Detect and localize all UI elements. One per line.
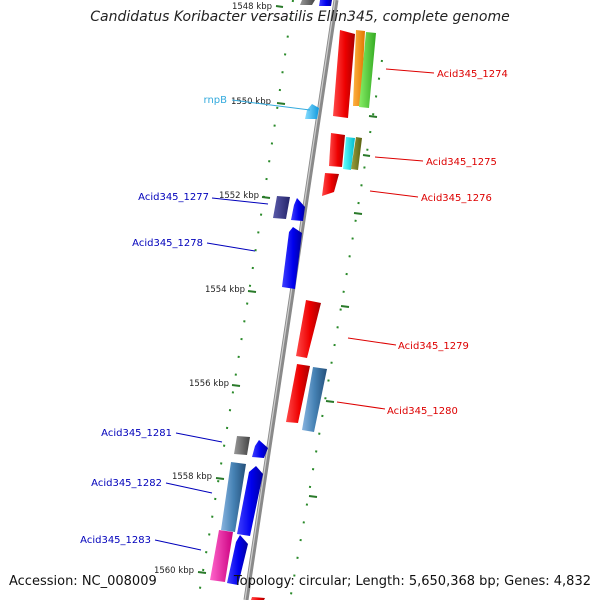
- scale-ticks: [197, 5, 378, 574]
- outer-dotted-track: [289, 59, 383, 600]
- leader-line: [385, 68, 435, 74]
- reverse-strand-features: [210, 0, 319, 585]
- gene-feature[interactable]: [296, 300, 321, 358]
- leader-line: [165, 482, 213, 494]
- gene-feature[interactable]: [221, 462, 246, 532]
- map-title: Candidatus Koribacter versatilis Ellin34…: [90, 9, 510, 25]
- gene-feature[interactable]: [359, 32, 376, 108]
- gene-label-acid345-1279[interactable]: Acid345_1279: [398, 341, 469, 352]
- gene-feature[interactable]: [273, 196, 290, 219]
- scale-tick-mark: [247, 290, 257, 293]
- genome-summary: Topology: circular; Length: 5,650,368 bp…: [233, 574, 591, 589]
- leader-line: [336, 401, 386, 410]
- gene-label-acid345-1281[interactable]: Acid345_1281: [101, 428, 172, 439]
- gene-feature[interactable]: [300, 0, 315, 5]
- inner-dotted-track: [197, 0, 294, 600]
- leader-line: [374, 156, 424, 162]
- scale-tick-mark: [197, 571, 207, 574]
- scale-tick-label: 1554 kbp: [205, 285, 245, 295]
- gene-feature[interactable]: [291, 198, 305, 221]
- label-leaders: [154, 68, 435, 551]
- leader-line: [206, 242, 256, 252]
- gene-label-rnpb[interactable]: rnpB: [204, 95, 228, 106]
- scale-tick-label: 1558 kbp: [172, 472, 212, 482]
- scale-tick-label: 1556 kbp: [189, 379, 229, 389]
- gene-feature[interactable]: [234, 436, 250, 455]
- leader-line: [175, 432, 223, 443]
- gene-feature[interactable]: [210, 530, 233, 582]
- gene-feature[interactable]: [251, 597, 265, 600]
- scale-tick-mark: [340, 305, 350, 308]
- gene-feature[interactable]: [252, 440, 268, 458]
- genome-backbone-highlight: [244, 0, 336, 600]
- gene-feature[interactable]: [227, 535, 248, 585]
- gene-feature[interactable]: [333, 30, 355, 118]
- gene-label-acid345-1274[interactable]: Acid345_1274: [437, 69, 508, 80]
- gene-label-acid345-1280[interactable]: Acid345_1280: [387, 406, 458, 417]
- leader-line: [231, 99, 311, 111]
- scale-tick-mark: [215, 477, 225, 480]
- leader-line: [154, 539, 202, 551]
- scale-tick-mark: [325, 400, 335, 403]
- gene-labels: Acid345_1274 rnpB Acid345_1275 Acid345_1…: [80, 69, 508, 546]
- scale-tick-mark: [231, 384, 241, 387]
- gene-label-acid345-1277[interactable]: Acid345_1277: [138, 192, 209, 203]
- gene-feature[interactable]: [319, 0, 332, 6]
- gene-label-acid345-1276[interactable]: Acid345_1276: [421, 193, 492, 204]
- gene-feature[interactable]: [286, 364, 310, 423]
- scale-tick-mark: [261, 196, 271, 199]
- leader-line: [369, 190, 419, 198]
- scale-tick-label: 1548 kbp: [232, 2, 272, 12]
- forward-strand-features: [251, 0, 376, 600]
- gene-feature[interactable]: [329, 133, 345, 167]
- scale-tick-mark: [368, 115, 378, 118]
- scale-tick-mark: [276, 102, 286, 105]
- gene-feature[interactable]: [302, 367, 327, 432]
- scale-tick-mark: [353, 212, 363, 215]
- gene-feature[interactable]: [305, 104, 319, 119]
- leader-line: [347, 337, 397, 346]
- scale-tick-label: 1560 kbp: [154, 566, 194, 576]
- gene-feature[interactable]: [351, 137, 362, 170]
- gene-feature[interactable]: [343, 137, 355, 170]
- scale-tick-mark: [362, 154, 371, 157]
- gene-label-acid345-1282[interactable]: Acid345_1282: [91, 478, 162, 489]
- gene-label-acid345-1275[interactable]: Acid345_1275: [426, 157, 497, 168]
- gene-label-acid345-1283[interactable]: Acid345_1283: [80, 535, 151, 546]
- scale-tick-mark: [275, 5, 284, 8]
- scale-tick-mark: [308, 495, 318, 498]
- gene-feature[interactable]: [237, 466, 263, 536]
- leader-line: [211, 197, 269, 205]
- scale-tick-label: 1552 kbp: [219, 191, 259, 201]
- gene-feature[interactable]: [282, 227, 302, 289]
- accession-label: Accession: NC_008009: [9, 574, 157, 589]
- gene-label-acid345-1278[interactable]: Acid345_1278: [132, 238, 203, 249]
- genome-backbone: [243, 0, 339, 600]
- gene-feature[interactable]: [322, 173, 339, 196]
